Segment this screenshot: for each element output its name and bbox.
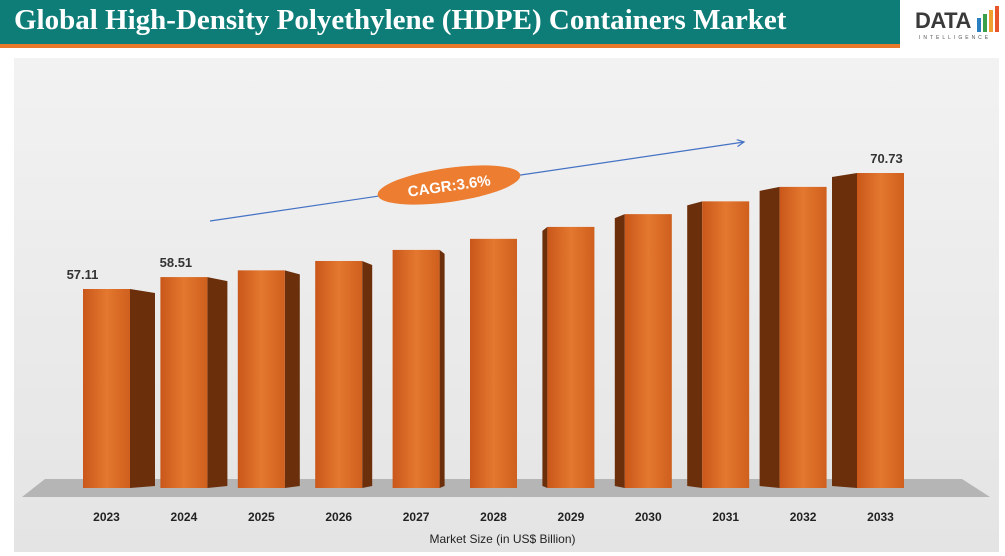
chart-title: Global High-Density Polyethylene (HDPE) … [14,4,787,36]
bar-2025 [237,270,285,488]
bar-side [614,214,625,488]
x-tick-label: 2027 [403,510,430,524]
logo-text: DATA [915,8,971,33]
data-label: 58.51 [160,255,193,270]
bar-2032 [779,186,827,489]
bar-2028 [470,238,517,488]
bar-side [542,226,548,488]
data-label: 57.11 [67,267,99,282]
logo-subtext: INTELLIGENCE [919,35,992,41]
logo: DATA INTELLIGENCE [903,0,1005,48]
bar-2027 [392,249,440,488]
bar-side [207,277,228,488]
x-tick-label: 2029 [558,510,585,524]
bar-side [759,186,780,489]
x-tick-label: 2028 [480,510,507,524]
x-tick-label: 2030 [635,510,662,524]
bar-side [284,270,300,488]
bar-2031 [702,201,750,488]
data-label: 70.73 [870,151,903,166]
x-tick-label: 2031 [712,510,739,524]
bar-2029 [547,226,595,488]
bar-2030 [624,214,672,488]
x-tick-label: 2025 [248,510,275,524]
bar-2023 [83,289,130,488]
x-tick-label: 2023 [93,510,120,524]
title-bar: Global High-Density Polyethylene (HDPE) … [0,0,900,48]
bar-2033 [857,173,904,488]
x-tick-label: 2033 [867,510,894,524]
logo-bars-icon [977,6,999,32]
x-axis-title: Market Size (in US$ Billion) [429,532,576,546]
x-tick-label: 2026 [325,510,352,524]
bar-2026 [315,260,363,488]
bar-side [439,249,445,488]
cagr-badge [377,165,521,205]
x-tick-label: 2032 [790,510,817,524]
bar-2024 [160,277,208,488]
bar-side [362,260,373,488]
bar-side [832,173,857,488]
bar-side [130,289,155,488]
x-tick-label: 2024 [171,510,198,524]
bar-side [687,201,703,488]
